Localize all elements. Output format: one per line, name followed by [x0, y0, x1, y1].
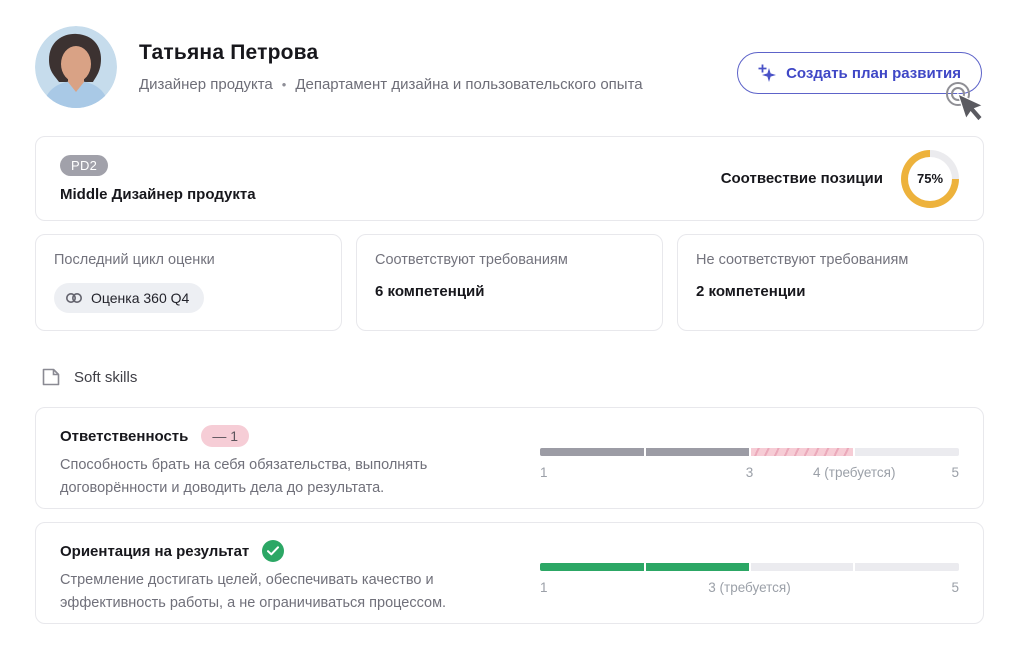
- skill-card-responsibility: Ответственность — 1 Способность брать на…: [35, 407, 984, 509]
- card-value: 6 компетенций: [375, 283, 485, 300]
- check-icon: [262, 540, 285, 562]
- soft-skills-section-header: Soft skills: [35, 367, 984, 387]
- create-development-plan-button[interactable]: Создать план развития: [737, 52, 982, 94]
- skill-description: Стремление достигать целей, обеспечивать…: [60, 572, 447, 612]
- separator-dot: •: [281, 77, 287, 92]
- card-value: 2 компетенции: [696, 283, 806, 300]
- skill-card-result-orientation: Ориентация на результат Стремление дости…: [35, 522, 984, 624]
- summary-row: Последний цикл оценки Оценка 360 Q4 Соот…: [35, 234, 984, 331]
- match-donut-chart: 75%: [901, 149, 959, 208]
- position-match-label: Соотвествие позиции: [720, 170, 883, 187]
- position-title: Middle Дизайнер продукта: [60, 185, 256, 203]
- sparkles-icon: [758, 64, 777, 83]
- chip-label: Оценка 360 Q4: [91, 290, 190, 306]
- avatar: [35, 26, 117, 108]
- fails-requirements-card: Не соответствуют требованиям 2 компетенц…: [677, 234, 984, 331]
- grade-badge: PD2: [60, 154, 109, 176]
- cta-label: Создать план развития: [786, 64, 961, 82]
- position-match-card: PD2 Middle Дизайнер продукта Соотвествие…: [35, 136, 984, 221]
- skill-delta-badge: — 1: [201, 425, 250, 447]
- link-icon: [65, 291, 83, 305]
- profile-header: Татьяна Петрова Дизайнер продукта • Депа…: [35, 0, 984, 108]
- review-cycle-chip[interactable]: Оценка 360 Q4: [54, 283, 205, 313]
- last-review-cycle-card: Последний цикл оценки Оценка 360 Q4: [35, 234, 342, 331]
- card-label: Соответствуют требованиям: [375, 252, 568, 268]
- employee-role: Дизайнер продукта: [139, 76, 273, 93]
- section-title: Soft skills: [74, 368, 138, 386]
- skill-name: Ответственность: [60, 427, 189, 445]
- employee-name: Татьяна Петрова: [139, 41, 319, 64]
- file-icon: [41, 367, 61, 387]
- skill-description: Способность брать на себя обязательства,…: [60, 457, 428, 497]
- meets-requirements-card: Соответствуют требованиям 6 компетенций: [356, 234, 663, 331]
- card-label: Последний цикл оценки: [54, 252, 215, 268]
- card-label: Не соответствуют требованиям: [696, 252, 909, 268]
- skill-name: Ориентация на результат: [60, 542, 250, 560]
- employee-department: Департамент дизайна и пользовательского …: [295, 76, 643, 93]
- match-percent: 75%: [916, 171, 944, 186]
